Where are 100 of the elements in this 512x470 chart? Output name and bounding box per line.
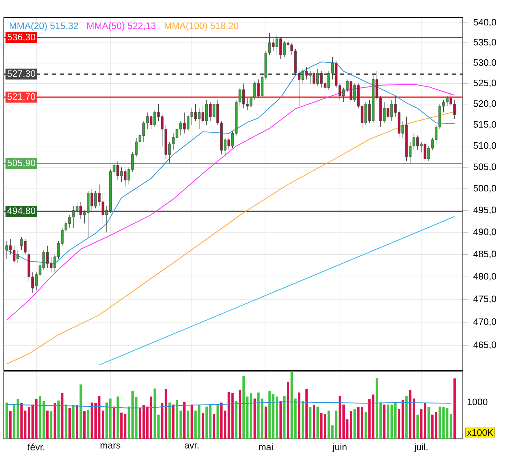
bar [361,407,364,439]
text: MMA(50) 522,13 [88,22,156,32]
x-tick-label: juil. [414,444,428,452]
bar [232,393,234,439]
candlestick [350,77,353,105]
x-tick-label: avr. [184,444,199,449]
bar [350,412,352,439]
bar [406,396,408,439]
bar [58,400,60,439]
y-tick-label: 480,0 [474,273,496,281]
bar [298,392,301,439]
candlestick [94,190,98,209]
bar [213,414,216,439]
bar [46,410,49,439]
bar [442,407,445,439]
bar [250,393,252,439]
bar [268,391,271,439]
bar [302,401,304,439]
candlestick [228,138,230,151]
bar [387,404,390,439]
candlestick [424,142,427,166]
bar [16,399,20,439]
x-tick-label: mai [259,444,273,451]
bar [354,410,356,439]
y-tick-label: 510,0 [474,142,496,150]
bar [206,406,208,439]
bar [54,403,56,439]
bar [142,405,146,439]
text: 1000 [468,398,488,406]
bar [124,414,127,439]
y-tick-label: 485,0 [474,250,496,259]
bar [68,408,72,439]
bar [176,400,178,439]
bar [257,392,260,439]
candlestick [212,98,216,120]
candlestick [198,108,201,130]
y-tick-label: 495,0 [474,206,496,215]
bar [90,402,94,439]
y-tick-label: 530,0 [474,59,496,68]
bar [335,410,338,439]
candlestick [87,190,90,238]
bar [187,410,190,439]
candlestick [206,100,208,126]
bar [106,402,108,439]
candlestick [72,206,75,228]
bar [287,382,290,439]
bar [120,412,123,439]
candlestick [116,160,120,181]
candlestick [383,102,386,124]
candlestick [183,112,186,134]
bar [164,389,168,439]
y-tick-label: 520,0 [474,100,496,108]
candlestick [76,202,79,216]
bar [313,405,316,439]
bar [431,414,434,439]
y-tick-label: 500,0 [474,185,496,193]
candlestick [154,110,156,128]
candlestick [150,114,153,130]
bar [168,402,172,439]
bar [324,414,326,439]
candlestick [90,188,94,211]
bar [316,406,320,439]
candlestick [454,100,456,120]
candlestick [257,79,260,98]
bar [424,403,426,439]
candlestick [276,34,278,56]
candlestick [386,104,390,122]
x-tick-label: juin [332,444,347,452]
bar [264,406,268,439]
bar [280,401,282,439]
candlestick [283,40,286,58]
bar [39,396,42,439]
candlestick [364,102,368,126]
candlestick [354,83,356,103]
candlestick [16,250,20,264]
bar [84,412,86,439]
candlestick [416,135,420,151]
y-tick-label: 505,0 [474,164,496,172]
ref-line-label: 521,70 [8,94,36,102]
bar [9,412,12,439]
ref-line-label: 494,80 [8,208,36,216]
text: MMA(20) 515,32 [10,22,78,32]
bar [28,407,30,439]
text: MMA(100) 518,20 [165,22,239,32]
candlestick [13,246,16,264]
bar [376,378,378,439]
candlestick [390,100,394,122]
bar [113,406,116,439]
bar [65,404,68,439]
bar [242,376,246,439]
candlestick [209,102,212,122]
bar [338,396,342,439]
y-tick-label: 540,0 [474,19,496,27]
bar [139,408,142,439]
x-tick-label: févr. [28,444,45,451]
candlestick [172,133,175,151]
bar [76,405,78,439]
candlestick [242,83,246,109]
y-tick-label: 490,0 [474,228,496,236]
y-tick-label: 470,0 [474,318,496,326]
